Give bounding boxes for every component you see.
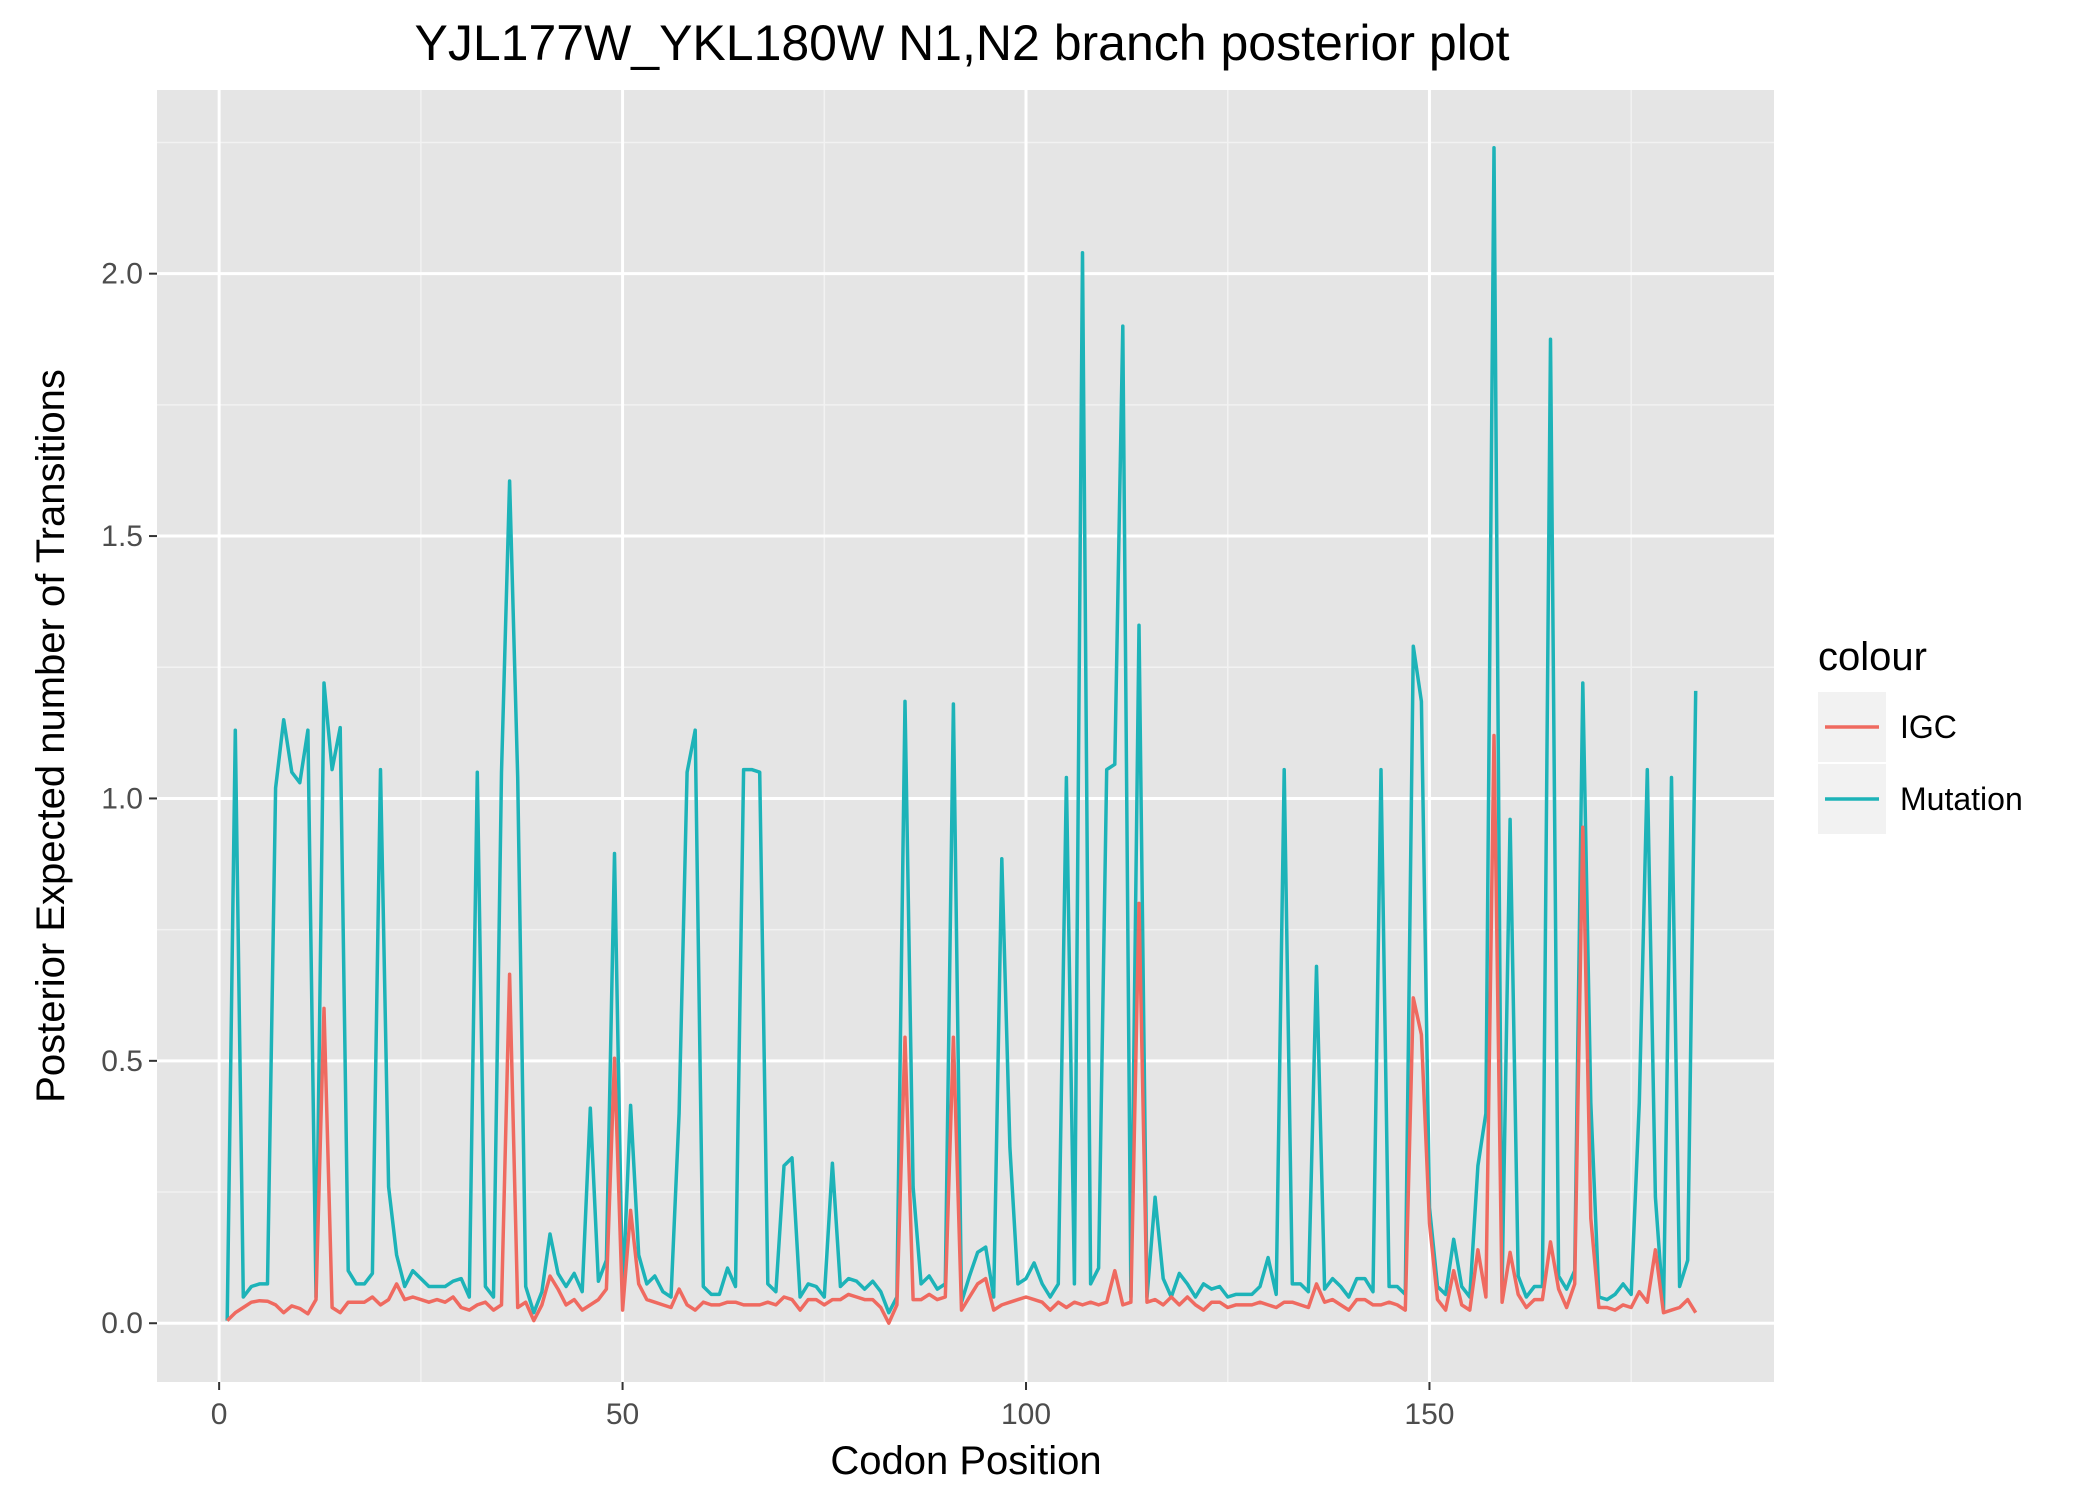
x-tick-label: 150 <box>1404 1398 1454 1431</box>
grid-minor <box>157 90 1774 1382</box>
x-tick-label: 100 <box>1001 1398 1051 1431</box>
legend-title: colour <box>1818 635 1927 679</box>
legend-label-igc: IGC <box>1900 709 1957 745</box>
y-tick-label: 0.0 <box>101 1307 143 1340</box>
x-tick-label: 50 <box>606 1398 639 1431</box>
y-tick-label: 0.5 <box>101 1045 143 1078</box>
y-tick-label: 2.0 <box>101 258 143 291</box>
legend-items: IGC Mutation <box>1818 692 2023 834</box>
series-lines <box>225 145 1698 1325</box>
x-tick-label: 0 <box>211 1398 228 1431</box>
y-tick-label: 1.5 <box>101 520 143 553</box>
legend: colour IGC Mutation <box>1818 635 2023 834</box>
plot-panel <box>157 90 1774 1382</box>
y-axis-title: Posterior Expected number of Transitions <box>29 369 73 1103</box>
y-axis-ticks: 0.0 0.5 1.0 1.5 2.0 <box>101 258 157 1340</box>
chart-title: YJL177W_YKL180W N1,N2 branch posterior p… <box>414 15 1509 71</box>
x-axis-ticks: 0 50 100 150 <box>211 1382 1454 1431</box>
y-tick-label: 1.0 <box>101 782 143 815</box>
legend-label-mutation: Mutation <box>1900 781 2023 817</box>
x-axis-title: Codon Position <box>830 1439 1101 1483</box>
series-line-igc <box>225 733 1698 1325</box>
